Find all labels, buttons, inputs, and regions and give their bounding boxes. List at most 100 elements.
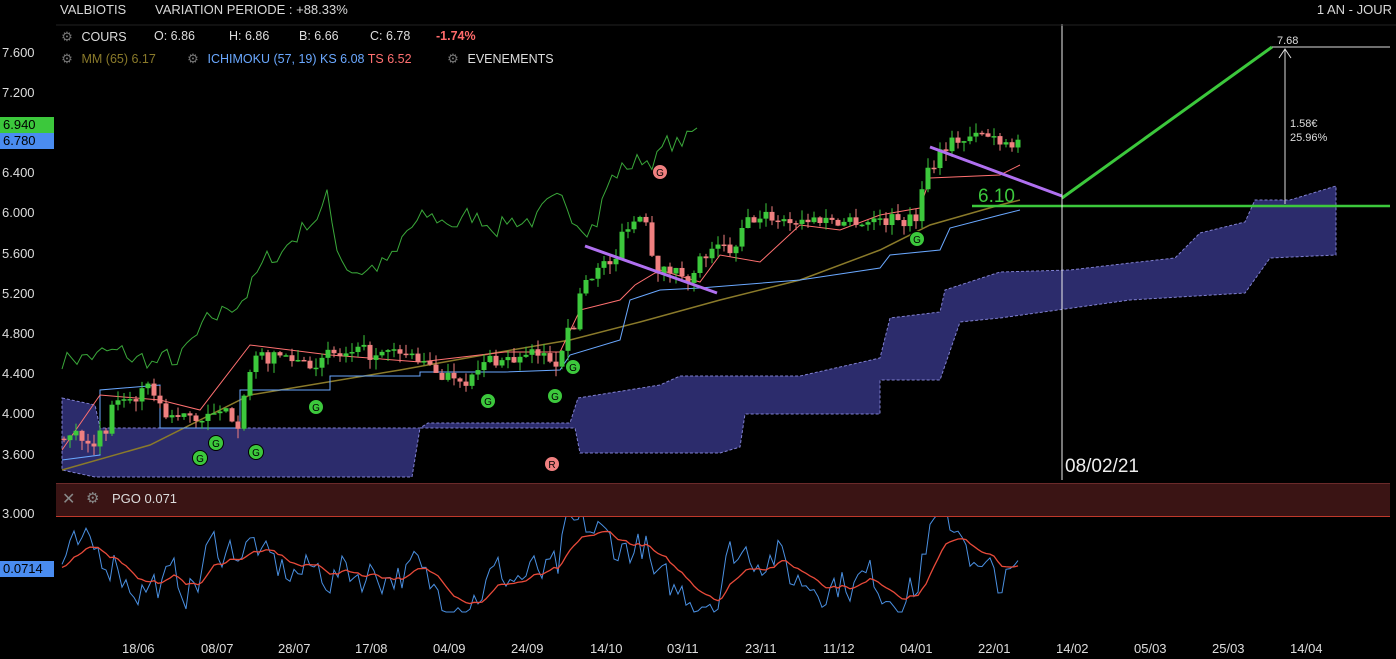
ohlc-high: H: 6.86: [229, 29, 270, 43]
candle-body: [703, 256, 709, 259]
candle-body: [925, 167, 931, 190]
candle-body: [799, 219, 805, 224]
ts-label: TS 6.52: [367, 52, 412, 66]
kijun-sen-line: [61, 209, 1021, 461]
candle-body: [445, 372, 451, 380]
candle-body: [619, 231, 625, 259]
target-gain-pct-label: 25.96%: [1290, 132, 1328, 144]
candle-body: [907, 214, 913, 227]
candle-body: [757, 218, 763, 223]
candle-body: [685, 276, 691, 283]
candle-body: [595, 267, 601, 279]
candle-body: [391, 349, 397, 351]
x-tick: 04/09: [433, 641, 466, 656]
x-tick: 24/09: [511, 641, 544, 656]
candle-body: [877, 218, 883, 220]
legend-ichimoku[interactable]: ⚙ ICHIMOKU (57, 19) KS 6.08 TS 6.52: [186, 51, 412, 67]
legend-mm[interactable]: ⚙ MM (65) 6.17: [60, 51, 156, 67]
x-tick: 14/02: [1056, 641, 1089, 656]
candle-body: [691, 272, 697, 283]
candle-body: [247, 372, 253, 396]
gear-icon[interactable]: ⚙: [61, 51, 73, 66]
candle-body: [847, 217, 853, 222]
candle-body: [469, 374, 475, 386]
x-tick: 14/10: [590, 641, 623, 656]
candle-body: [475, 370, 481, 375]
candle-body: [541, 353, 547, 356]
candle-body: [751, 217, 757, 223]
candle-body: [817, 217, 823, 224]
candle-body: [655, 255, 661, 274]
last-close-price-box: 6.940: [0, 117, 54, 133]
candle-body: [397, 349, 403, 354]
candle-body: [103, 430, 109, 434]
candle-body: [853, 217, 859, 225]
gear-icon[interactable]: ⚙: [61, 29, 73, 44]
candle-body: [187, 413, 193, 416]
x-tick: 11/12: [823, 641, 855, 656]
x-tick: 14/04: [1290, 641, 1323, 656]
candle-body: [415, 353, 421, 362]
candle-body: [553, 361, 559, 367]
candle-body: [331, 349, 337, 354]
x-tick: 17/08: [355, 641, 388, 656]
y-tick: 3.600: [2, 447, 35, 462]
candle-body: [181, 413, 187, 417]
event-label: G: [484, 397, 492, 408]
candle-body: [625, 229, 631, 232]
candle-body: [1015, 139, 1021, 148]
event-label: R: [548, 460, 555, 471]
pgo-value-box: 0.0714: [0, 561, 54, 577]
candle-body: [205, 413, 211, 421]
event-circle-icon: [192, 450, 208, 466]
candle-body: [325, 349, 331, 358]
candle-body: [823, 217, 829, 224]
gear-icon[interactable]: ⚙: [86, 490, 100, 507]
candle-body: [433, 364, 439, 373]
candle-body: [805, 219, 811, 223]
candle-body: [673, 267, 679, 274]
candle-body: [457, 378, 463, 382]
candle-body: [61, 438, 67, 441]
candle-body: [787, 219, 793, 224]
candle-body: [811, 217, 817, 223]
candle-body: [913, 214, 919, 222]
legend-events[interactable]: ⚙ EVENEMENTS: [446, 51, 553, 67]
target-price-label: 7.68: [1277, 35, 1299, 47]
y-tick: 4.000: [2, 406, 35, 421]
pgo-signal-line: [61, 530, 1019, 605]
period-selector[interactable]: 1 AN - JOUR: [1316, 2, 1392, 17]
candle-body: [367, 344, 373, 360]
candle-body: [661, 266, 667, 274]
candle-body: [169, 415, 175, 418]
x-tick: 23/11: [745, 641, 777, 656]
candle-body: [901, 220, 907, 227]
change-percent: -1.74%: [436, 29, 476, 43]
candle-body: [679, 267, 685, 277]
candle-body: [955, 137, 961, 143]
gear-icon[interactable]: ⚙: [447, 51, 459, 66]
candle-body: [571, 327, 577, 330]
legend-cours[interactable]: ⚙ COURS: [60, 29, 126, 45]
candle-body: [145, 383, 151, 389]
candle-body: [487, 355, 493, 363]
ks-label: KS 6.08: [320, 52, 365, 66]
period-variation: VARIATION PERIODE : +88.33%: [155, 2, 348, 17]
ichimoku-cloud: [61, 185, 1337, 478]
candle-body: [67, 435, 73, 441]
candle-body: [289, 355, 295, 362]
pgo-panel-header: ✕ ⚙ PGO 0.071: [56, 483, 1390, 517]
candle-body: [355, 346, 361, 353]
event-label: G: [913, 235, 921, 246]
candle-body: [409, 353, 415, 356]
candle-body: [727, 244, 733, 254]
candle-body: [463, 381, 469, 386]
ichimoku-label: ICHIMOKU (57, 19): [207, 52, 317, 66]
candle-body: [235, 421, 241, 429]
candle-body: [361, 344, 367, 347]
pgo-y-tick: 3.000: [2, 506, 35, 521]
gear-icon[interactable]: ⚙: [187, 51, 199, 66]
event-circle-icon: [248, 444, 264, 460]
close-icon[interactable]: ✕: [62, 491, 76, 508]
